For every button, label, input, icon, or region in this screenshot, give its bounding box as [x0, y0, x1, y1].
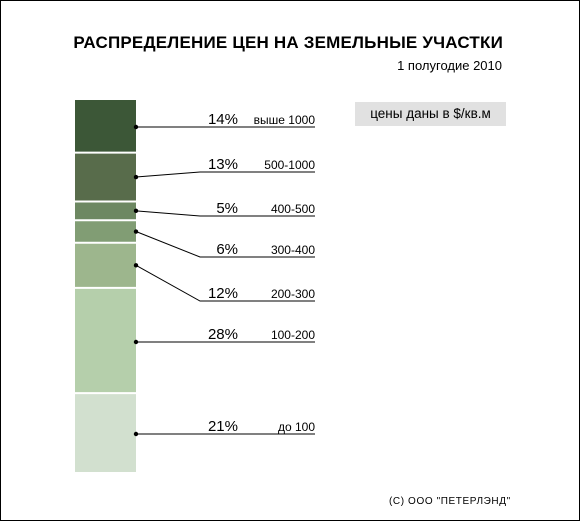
percent-label: 6%	[216, 241, 238, 258]
leader-lines	[133, 124, 315, 437]
units-note: цены даны в $/кв.м	[355, 102, 506, 126]
price-range-label: 300-400	[271, 243, 315, 257]
leader-dot	[133, 263, 139, 268]
price-range-label: выше 1000	[254, 113, 316, 127]
leader-dot	[133, 431, 139, 437]
bar-segment	[75, 201, 136, 221]
segment-labels: 14% выше 1000 13% 500-1000 5% 400-500 6% 300-40…	[208, 111, 315, 435]
percent-label: 14%	[208, 111, 238, 128]
leader-dot	[133, 124, 139, 130]
bar-segments	[75, 100, 136, 472]
chart-title: РАСПРЕДЕЛЕНИЕ ЦЕН НА ЗЕМЕЛЬНЫЕ УЧАСТКИ	[73, 33, 503, 52]
leader-dot	[133, 229, 139, 234]
chart-subtitle: 1 полугодие 2010	[397, 58, 502, 73]
leader-line	[135, 171, 315, 178]
price-range-label: 500-1000	[264, 158, 315, 172]
leader-dot	[133, 174, 139, 180]
leader-dot	[133, 208, 139, 214]
bar-segment	[75, 100, 136, 153]
leader-dot	[133, 339, 139, 345]
leader-line	[135, 231, 315, 258]
price-range-label: до 100	[278, 420, 315, 434]
percent-label: 12%	[208, 285, 238, 302]
bar-segment	[75, 152, 136, 202]
leader-line	[135, 210, 315, 217]
bar-segment	[75, 220, 136, 243]
copyright: (C) ООО "ПЕТЕРЛЭНД"	[389, 496, 511, 507]
bar-segment	[75, 242, 136, 288]
percent-label: 28%	[208, 326, 238, 343]
bar-segment	[75, 287, 136, 394]
bar-segment	[75, 393, 136, 472]
price-range-label: 100-200	[271, 328, 315, 342]
percent-label: 5%	[216, 200, 238, 217]
price-range-label: 200-300	[271, 287, 315, 301]
percent-label: 21%	[208, 418, 238, 435]
price-range-label: 400-500	[271, 202, 315, 216]
leader-line	[135, 264, 315, 302]
percent-label: 13%	[208, 156, 238, 173]
